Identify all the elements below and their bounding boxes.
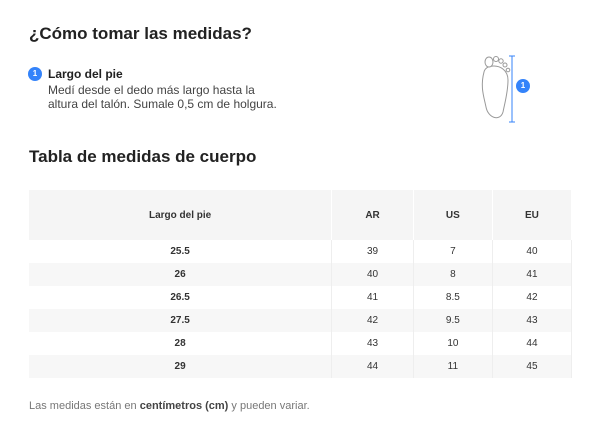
foot-illustration xyxy=(481,55,515,123)
figure-badge: 1 xyxy=(516,79,530,93)
table-cell: 42 xyxy=(331,309,414,332)
step-description: Medí desde el dedo más largo hasta la al… xyxy=(48,83,277,111)
table-cell: 27.5 xyxy=(29,309,333,332)
table-row: 25.5 39 7 40 xyxy=(29,240,573,263)
table-cell: 10 xyxy=(413,332,493,355)
table-cell: 11 xyxy=(413,355,493,378)
table-row: 26 40 8 41 xyxy=(29,263,573,286)
table-cell: 29 xyxy=(29,355,333,378)
step-title: Largo del pie xyxy=(48,67,123,81)
table-body: 25.5 39 7 40 26 40 8 41 26.5 41 8.5 42 27.5 42 9.5 43 28… xyxy=(29,240,573,378)
table-cell: 9.5 xyxy=(413,309,493,332)
table-cell: 26.5 xyxy=(29,286,333,309)
column-header: EU xyxy=(492,190,573,240)
header-row: Largo del pie AR US EU xyxy=(29,190,573,240)
table-cell: 8 xyxy=(413,263,493,286)
section-title: Tabla de medidas de cuerpo xyxy=(29,147,257,166)
table-cell: 8.5 xyxy=(413,286,493,309)
table-cell: 7 xyxy=(413,240,493,263)
description-line: Medí desde el dedo más largo hasta la xyxy=(48,83,255,97)
footnote-bold: centímetros (cm) xyxy=(139,400,229,412)
table-cell: 40 xyxy=(331,263,414,286)
description-line: altura del talón. Sumale 0,5 cm de holgu… xyxy=(48,97,277,111)
table-cell: 42 xyxy=(492,286,573,309)
column-header: US xyxy=(413,190,493,240)
footnote-text: Las medidas están en xyxy=(29,400,137,412)
table-cell: 43 xyxy=(331,332,414,355)
table-cell: 43 xyxy=(492,309,573,332)
table-cell: 44 xyxy=(492,332,573,355)
table-cell: 41 xyxy=(331,286,414,309)
table-cell: 39 xyxy=(331,240,414,263)
step-badge: 1 xyxy=(28,67,42,81)
title: ¿Cómo tomar las medidas? xyxy=(29,24,252,43)
table-row: 29 44 11 45 xyxy=(29,355,573,378)
column-header: AR xyxy=(331,190,414,240)
table-cell: 44 xyxy=(331,355,414,378)
table-row: 27.5 42 9.5 43 xyxy=(29,309,573,332)
footnote: Las medidas están en centímetros (cm) y … xyxy=(29,400,310,412)
table-cell: 26 xyxy=(29,263,333,286)
table-cell: 41 xyxy=(492,263,573,286)
table-cell: 45 xyxy=(492,355,573,378)
table-cell: 25.5 xyxy=(29,240,333,263)
table-row: 26.5 41 8.5 42 xyxy=(29,286,573,309)
footnote-text: y pueden variar. xyxy=(231,400,310,412)
column-header: Largo del pie xyxy=(29,190,333,240)
table-row: 28 43 10 44 xyxy=(29,332,573,355)
table-cell: 40 xyxy=(492,240,573,263)
table-cell: 28 xyxy=(29,332,333,355)
size-table: Largo del pie AR US EU 25.5 39 7 40 26 40 8 41 26.5 4… xyxy=(29,190,573,378)
